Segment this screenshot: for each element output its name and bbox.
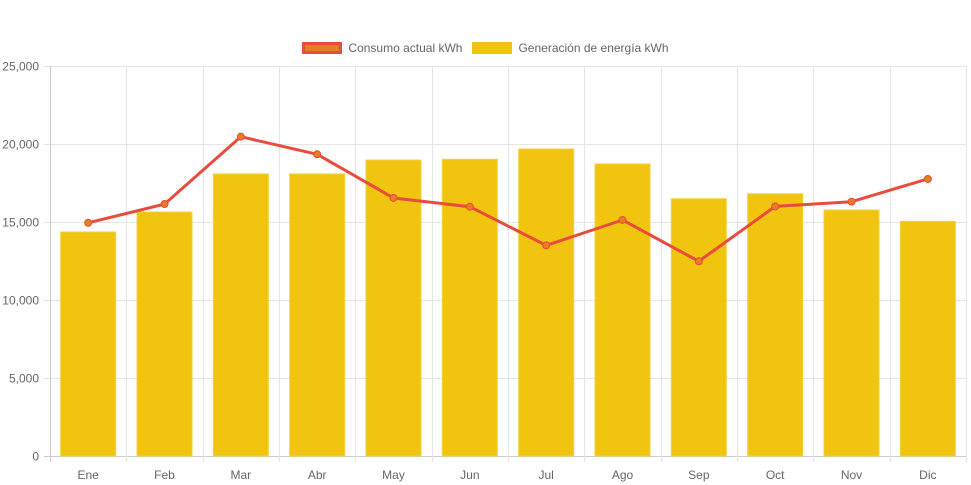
point-consumo (160, 200, 169, 209)
point-consumo (236, 132, 245, 141)
x-axis: Ene Feb Mar Abr May Jun Jul Ago Sep Oct Nov Dic (77, 468, 936, 482)
y-tick-label: 0 (32, 450, 39, 464)
y-axis: 0 5,000 10,000 15,000 20,000 25,000 (2, 60, 39, 464)
y-tick-label: 20,000 (2, 138, 39, 152)
y-tick-label: 15,000 (2, 216, 39, 230)
bar-generacion (747, 193, 804, 457)
x-tick-label: May (382, 468, 405, 482)
bar-generacion (518, 148, 575, 457)
bar-generacion (823, 209, 880, 457)
legend-swatch-consumo (302, 42, 343, 54)
legend-label-consumo: Consumo actual kWh (348, 41, 463, 55)
legend-item-generacion[interactable]: Generación de energía kWh (472, 41, 669, 55)
point-consumo (771, 202, 780, 211)
point-consumo (694, 257, 703, 266)
x-tick-label: Nov (841, 468, 862, 482)
legend-label-generacion: Generación de energía kWh (518, 41, 669, 55)
point-consumo (542, 241, 551, 250)
grid-lines (44, 66, 967, 462)
line-series-consumo (84, 132, 932, 266)
chart-legend: Consumo actual kWh Generación de energía… (0, 41, 971, 55)
bar-generacion (136, 211, 193, 457)
x-tick-label: Jun (460, 468, 479, 482)
bar-generacion (212, 173, 269, 457)
x-tick-label: Oct (766, 468, 785, 482)
point-consumo (618, 215, 627, 224)
point-consumo (847, 197, 856, 206)
line-consumo (87, 135, 929, 263)
bar-generacion (670, 198, 727, 457)
bar-generacion (594, 163, 651, 457)
bar-generacion (365, 159, 422, 457)
legend-item-consumo[interactable]: Consumo actual kWh (302, 41, 462, 55)
legend-swatch-generacion (472, 42, 513, 54)
point-consumo (389, 193, 398, 202)
point-consumo (313, 150, 322, 159)
point-consumo (465, 202, 474, 211)
x-tick-label: Sep (688, 468, 710, 482)
bar-generacion (289, 173, 346, 457)
point-consumo (923, 174, 932, 183)
bar-generacion (899, 220, 956, 457)
x-tick-label: Jul (538, 468, 553, 482)
y-tick-label: 10,000 (2, 294, 39, 308)
bar-series-generacion (60, 148, 956, 457)
x-tick-label: Feb (154, 468, 175, 482)
x-tick-label: Mar (230, 468, 251, 482)
y-tick-label: 5,000 (9, 372, 39, 386)
y-tick-label: 25,000 (2, 60, 39, 74)
point-consumo (84, 218, 93, 227)
bar-generacion (60, 231, 117, 457)
x-tick-label: Ene (77, 468, 99, 482)
x-tick-label: Dic (919, 468, 936, 482)
x-tick-label: Ago (612, 468, 634, 482)
x-tick-label: Abr (308, 468, 327, 482)
